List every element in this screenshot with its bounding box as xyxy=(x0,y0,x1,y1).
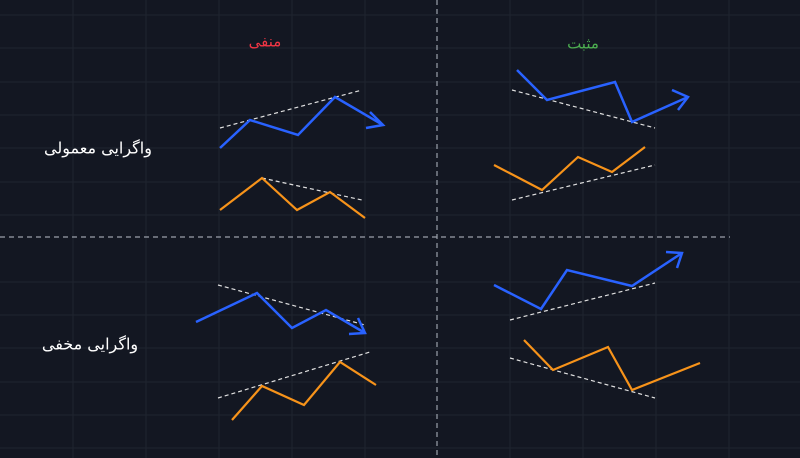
row-label: واگرایی معمولی xyxy=(44,139,152,159)
hidden-negative-pattern xyxy=(195,284,377,421)
regular-negative-pattern xyxy=(219,89,386,219)
column-label: مثبت xyxy=(567,35,599,53)
hidden-positive-pattern xyxy=(493,250,701,399)
column-label: منفی xyxy=(249,33,282,51)
row-label: واگرایی مخفی xyxy=(42,335,138,355)
regular-positive-pattern xyxy=(493,69,690,201)
